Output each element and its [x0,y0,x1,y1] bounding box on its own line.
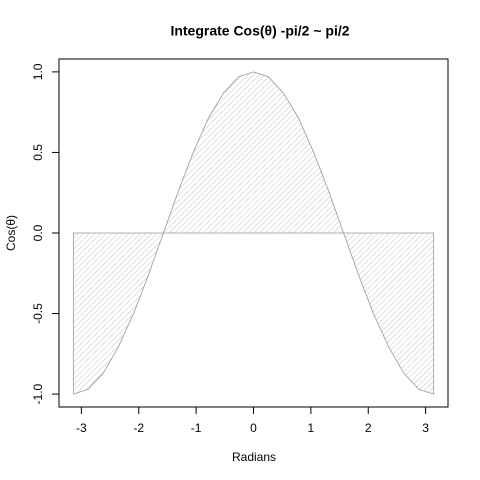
x-tick-label: -3 [76,421,87,435]
y-axis-label: Cos(θ) [4,215,18,251]
x-tick-label: 1 [308,421,315,435]
x-tick-label: -2 [133,421,144,435]
y-tick-label: -0.5 [31,303,45,324]
y-tick-label: -1.0 [31,383,45,404]
x-axis-label: Radians [232,450,276,464]
chart-title: Integrate Cos(θ) -pi/2 ~ pi/2 [170,23,349,39]
x-tick-label: 2 [365,421,372,435]
y-tick-label: 0.5 [31,144,45,161]
y-tick-label: 0.0 [31,224,45,241]
x-tick-label: -1 [191,421,202,435]
y-tick-label: 1.0 [31,63,45,80]
x-tick-label: 3 [422,421,429,435]
x-tick-label: 0 [250,421,257,435]
area [72,71,435,395]
